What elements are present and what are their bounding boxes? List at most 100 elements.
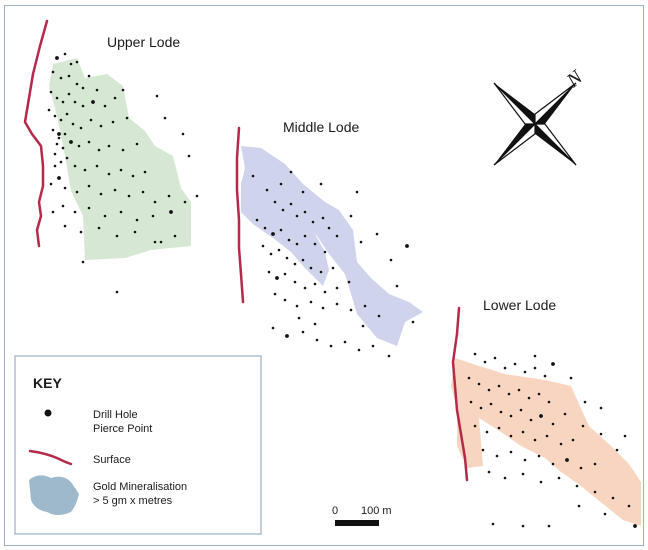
- scale-end-label: 100 m: [361, 505, 392, 517]
- drill-hole-point: [255, 218, 259, 222]
- drill-hole-point: [521, 524, 525, 528]
- drill-hole-point: [99, 192, 103, 196]
- drill-hole-point: [489, 402, 493, 406]
- drill-hole-point: [473, 352, 477, 356]
- drill-hole-point: [59, 118, 63, 122]
- drill-hole-point: [95, 88, 99, 92]
- drill-hole-point: [115, 290, 119, 294]
- drill-hole-point: [487, 388, 491, 392]
- drill-hole-point: [303, 234, 307, 238]
- drill-hole-point: [263, 226, 267, 230]
- drill-hole-point: [469, 400, 473, 404]
- drill-hole-point: [125, 116, 129, 120]
- drill-hole-point: [69, 140, 73, 144]
- drill-hole-point: [357, 348, 361, 352]
- drill-hole-point: [57, 136, 61, 140]
- drill-hole-point: [183, 200, 187, 204]
- drill-hole-point: [81, 104, 85, 108]
- scale-bar: 0 100 m: [332, 505, 392, 526]
- drill-hole-point: [575, 484, 579, 488]
- drill-hole-point: [483, 360, 487, 364]
- drill-hole-point: [349, 308, 353, 312]
- drill-hole-point: [627, 504, 631, 508]
- drill-hole-point: [389, 258, 393, 262]
- drill-hole-point: [133, 230, 137, 234]
- drill-hole-point: [301, 190, 305, 194]
- key-drill-hole-line1: Drill Hole: [93, 409, 138, 421]
- drill-hole-point: [309, 300, 313, 304]
- drill-hole-point: [405, 244, 409, 248]
- drill-hole-point: [81, 260, 85, 264]
- drill-hole-point: [55, 96, 59, 100]
- drill-hole-point: [69, 62, 73, 66]
- key-gold-line2: > 5 gm x metres: [93, 495, 173, 507]
- drill-hole-point: [329, 344, 333, 348]
- drill-hole-point: [559, 442, 563, 446]
- drill-hole-point: [81, 86, 85, 90]
- drill-hole-point: [495, 454, 499, 458]
- drill-hole-point: [577, 504, 581, 508]
- drill-hole-point: [327, 226, 331, 230]
- drill-hole-point: [153, 200, 157, 204]
- north-label: N: [562, 65, 588, 92]
- drill-hole-point: [127, 194, 131, 198]
- drill-hole-point: [395, 284, 399, 288]
- drill-hole-point: [265, 188, 269, 192]
- drill-hole-point: [551, 422, 555, 426]
- drill-hole-point: [599, 432, 603, 436]
- map-frame: Upper Lode Middle Lode Lower Lode N 0 10…: [4, 5, 644, 546]
- drill-hole-point: [111, 120, 115, 124]
- drill-hole-point: [331, 266, 335, 270]
- drill-hole-point: [91, 100, 95, 104]
- drill-hole-point: [99, 124, 103, 128]
- drill-hole-point: [565, 458, 569, 462]
- drill-hole-point: [283, 298, 287, 302]
- drill-hole-point: [537, 392, 541, 396]
- drill-hole-point: [477, 382, 481, 386]
- drill-hole-point: [547, 524, 551, 528]
- drill-hole-point: [53, 114, 57, 118]
- drill-hole-point: [77, 144, 81, 148]
- drill-hole-point: [387, 354, 391, 358]
- drill-hole-point: [59, 160, 63, 164]
- drill-hole-point: [49, 90, 53, 94]
- drill-hole-point: [295, 304, 299, 308]
- drill-hole-point: [611, 496, 615, 500]
- key-gold-line1: Gold Mineralisation: [93, 481, 187, 493]
- drill-hole-point: [87, 206, 91, 210]
- drill-hole-point: [63, 52, 67, 56]
- geology-map: Upper Lode Middle Lode Lower Lode N 0 10…: [14, 19, 641, 535]
- drill-hole-point: [159, 240, 163, 244]
- drill-hole-point: [513, 362, 517, 366]
- drill-hole-point: [135, 218, 139, 222]
- drill-hole-point: [169, 210, 173, 214]
- drill-hole-point: [119, 210, 123, 214]
- drill-hole-point: [485, 430, 489, 434]
- drill-hole-point: [67, 92, 71, 96]
- drill-hole-point: [107, 172, 111, 176]
- drill-hole-point: [151, 214, 155, 218]
- drill-hole-point: [141, 190, 145, 194]
- drill-hole-point: [293, 280, 297, 284]
- drill-hole-point: [359, 240, 363, 244]
- drill-hole-point: [283, 272, 287, 276]
- drill-hole-point: [473, 424, 477, 428]
- scale-start-label: 0: [332, 505, 338, 517]
- drill-hole-point: [269, 252, 273, 256]
- drill-hole-point: [313, 282, 317, 286]
- drill-hole-point: [599, 406, 603, 410]
- drill-hole-point: [51, 210, 55, 214]
- surface-line-upper: [23, 19, 49, 248]
- drill-hole-point: [509, 450, 513, 454]
- drill-hole-point: [55, 142, 59, 146]
- drill-hole-point: [61, 100, 65, 104]
- drill-hole-point: [251, 174, 255, 178]
- drill-hole-point: [371, 344, 375, 348]
- key-surface-label: Surface: [93, 454, 131, 466]
- map-key: KEY Drill Hole Pierce Point Surface Gold…: [14, 355, 262, 535]
- drill-hole-point: [551, 362, 555, 366]
- drill-hole-point: [377, 314, 381, 318]
- drill-hole-point: [521, 472, 525, 476]
- drill-hole-point: [545, 434, 549, 438]
- drill-hole-point: [163, 116, 167, 120]
